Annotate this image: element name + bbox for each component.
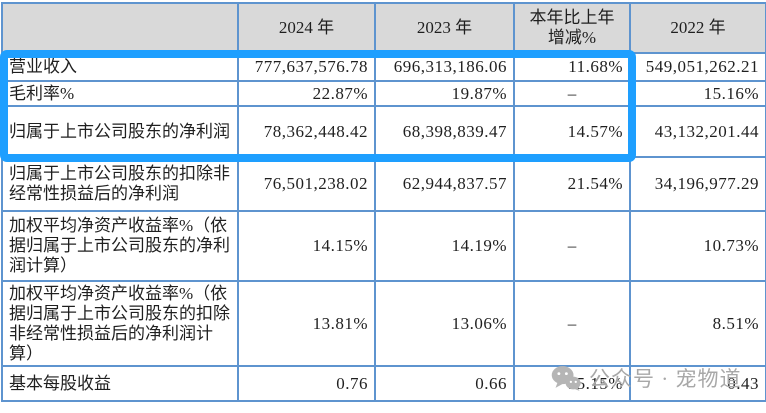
value-2024: 777,637,576.78 — [237, 52, 376, 82]
value-2024: 22.87% — [237, 80, 376, 107]
row-label: 基本每股收益 — [1, 365, 239, 402]
value-2023: 62,944,837.57 — [374, 156, 515, 212]
value-2023: 696,313,186.06 — [374, 52, 515, 82]
watermark-text: 公众号 · 宠物道 — [589, 367, 742, 391]
row-label: 毛利率% — [1, 80, 239, 107]
financial-summary-table: 2024 年 2023 年 本年比上年 增减% 2022 年 营业收入 777,… — [1, 2, 766, 402]
value-2024: 78,362,448.42 — [237, 105, 376, 158]
row-label: 营业收入 — [1, 52, 239, 82]
value-2022: 34,196,977.29 — [629, 156, 766, 212]
row-label: 归属于上市公司股东的净利润 — [1, 105, 239, 158]
table-row-gross-margin: 毛利率% 22.87% 19.87% – 15.16% — [1, 80, 766, 107]
value-2022: 549,051,262.21 — [629, 52, 766, 82]
row-label: 加权平均净资产收益率%（依据归属于上市公司股东的净利润计算） — [1, 210, 239, 282]
value-2022: 0.43 — [629, 365, 766, 402]
header-2024: 2024 年 — [237, 2, 376, 54]
header-indicator — [1, 2, 239, 54]
value-yoy: 21.54% — [513, 156, 631, 212]
value-yoy: 14.57% — [513, 105, 631, 158]
row-label: 加权平均净资产收益率%（依据归属于上市公司股东的扣除非经常性损益后的净利润计算） — [1, 280, 239, 367]
value-2022: 10.73% — [629, 210, 766, 282]
value-yoy: – — [513, 280, 631, 367]
value-2023: 19.87% — [374, 80, 515, 107]
value-2023: 14.19% — [374, 210, 515, 282]
value-2024: 0.76 — [237, 365, 376, 402]
value-2022: 15.16% — [629, 80, 766, 107]
value-2024: 14.15% — [237, 210, 376, 282]
value-2023: 0.66 — [374, 365, 515, 402]
table-row-roe-weighted-deducted: 加权平均净资产收益率%（依据归属于上市公司股东的扣除非经常性损益后的净利润计算）… — [1, 280, 766, 367]
table-row-net-profit: 归属于上市公司股东的净利润 78,362,448.42 68,398,839.4… — [1, 105, 766, 158]
row-label: 归属于上市公司股东的扣除非经常性损益后的净利润 — [1, 156, 239, 212]
wechat-icon — [551, 365, 581, 392]
header-2023: 2023 年 — [374, 2, 515, 54]
watermark: 公众号 · 宠物道 — [551, 363, 742, 393]
table-row-basic-eps: 基本每股收益 0.76 0.66 15.15% 0.43 — [1, 365, 766, 402]
value-yoy: – — [513, 210, 631, 282]
table-row-net-profit-deducted: 归属于上市公司股东的扣除非经常性损益后的净利润 76,501,238.02 62… — [1, 156, 766, 212]
header-row: 2024 年 2023 年 本年比上年 增减% 2022 年 — [1, 2, 766, 54]
value-2024: 76,501,238.02 — [237, 156, 376, 212]
value-2023: 68,398,839.47 — [374, 105, 515, 158]
table-row-revenue: 营业收入 777,637,576.78 696,313,186.06 11.68… — [1, 52, 766, 82]
header-yoy-change: 本年比上年 增减% — [513, 2, 631, 54]
header-2022: 2022 年 — [629, 2, 766, 54]
value-yoy: 11.68% — [513, 52, 631, 82]
value-2022: 8.51% — [629, 280, 766, 367]
value-2023: 13.06% — [374, 280, 515, 367]
table-row-roe-weighted: 加权平均净资产收益率%（依据归属于上市公司股东的净利润计算） 14.15% 14… — [1, 210, 766, 282]
value-yoy: – — [513, 80, 631, 107]
value-2024: 13.81% — [237, 280, 376, 367]
value-2022: 43,132,201.44 — [629, 105, 766, 158]
